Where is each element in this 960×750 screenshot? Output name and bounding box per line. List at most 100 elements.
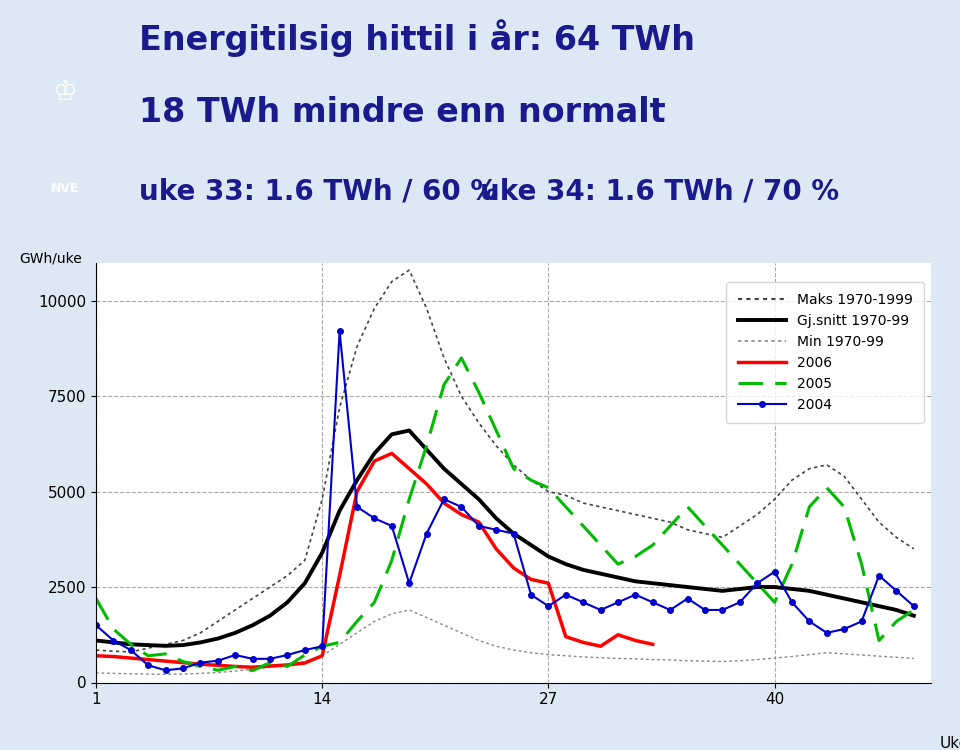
2004 xyxy=(90,621,102,630)
Maks 1970-1999 xyxy=(525,476,537,484)
Min 1970-99 xyxy=(229,667,241,676)
Min 1970-99 xyxy=(159,670,171,679)
Min 1970-99 xyxy=(508,646,519,655)
Min 1970-99 xyxy=(630,654,641,663)
Maks 1970-1999 xyxy=(247,594,258,603)
2004 xyxy=(716,605,728,614)
2004 xyxy=(595,605,607,614)
Maks 1970-1999 xyxy=(334,403,346,412)
Maks 1970-1999 xyxy=(317,495,328,504)
Min 1970-99 xyxy=(838,650,850,658)
2006 xyxy=(456,510,468,519)
Min 1970-99 xyxy=(542,650,554,659)
2006 xyxy=(229,662,241,671)
Min 1970-99 xyxy=(595,653,607,662)
2005 xyxy=(508,464,519,473)
2005 xyxy=(630,552,641,561)
2006 xyxy=(351,487,363,496)
2004 xyxy=(420,529,432,538)
Gj.snitt 1970-99 xyxy=(647,579,659,588)
2006 xyxy=(647,640,659,649)
Text: uke 34: 1.6 TWh / 70 %: uke 34: 1.6 TWh / 70 % xyxy=(480,178,839,206)
2004 xyxy=(769,567,780,576)
Gj.snitt 1970-99 xyxy=(195,638,206,647)
Gj.snitt 1970-99 xyxy=(299,579,310,588)
2004 xyxy=(525,590,537,599)
Gj.snitt 1970-99 xyxy=(734,584,746,593)
2006 xyxy=(125,653,136,662)
Min 1970-99 xyxy=(403,605,415,614)
2004 xyxy=(542,602,554,610)
2006 xyxy=(612,630,624,639)
Min 1970-99 xyxy=(299,657,310,666)
Maks 1970-1999 xyxy=(786,476,798,484)
Gj.snitt 1970-99 xyxy=(473,495,485,504)
Min 1970-99 xyxy=(560,651,571,660)
Gj.snitt 1970-99 xyxy=(786,584,798,593)
2004 xyxy=(491,525,502,534)
2006 xyxy=(299,658,310,668)
2006 xyxy=(369,457,380,466)
2004 xyxy=(247,654,258,663)
2005 xyxy=(491,426,502,435)
Text: 18 TWh mindre enn normalt: 18 TWh mindre enn normalt xyxy=(139,96,666,129)
2005 xyxy=(351,617,363,626)
Maks 1970-1999 xyxy=(682,525,693,534)
2006 xyxy=(595,642,607,651)
Gj.snitt 1970-99 xyxy=(212,634,224,643)
Legend: Maks 1970-1999, Gj.snitt 1970-99, Min 1970-99, 2006, 2005, 2004: Maks 1970-1999, Gj.snitt 1970-99, Min 19… xyxy=(727,282,924,423)
2004 xyxy=(229,650,241,659)
Gj.snitt 1970-99 xyxy=(420,445,432,454)
Line: 2006: 2006 xyxy=(96,454,653,668)
Maks 1970-1999 xyxy=(908,544,920,554)
Maks 1970-1999 xyxy=(595,503,607,512)
Maks 1970-1999 xyxy=(838,472,850,481)
2006 xyxy=(491,544,502,554)
2005 xyxy=(838,503,850,512)
2004 xyxy=(125,646,136,655)
2006 xyxy=(247,663,258,672)
Min 1970-99 xyxy=(804,650,815,659)
Gj.snitt 1970-99 xyxy=(247,621,258,630)
Min 1970-99 xyxy=(664,656,676,664)
Min 1970-99 xyxy=(351,628,363,638)
Maks 1970-1999 xyxy=(108,646,119,656)
2006 xyxy=(264,662,276,670)
2004 xyxy=(351,503,363,512)
2006 xyxy=(560,632,571,641)
2005 xyxy=(612,560,624,568)
Min 1970-99 xyxy=(142,670,154,679)
Gj.snitt 1970-99 xyxy=(142,640,154,650)
2004 xyxy=(821,628,832,638)
2004 xyxy=(630,590,641,599)
2004 xyxy=(334,327,346,336)
2005 xyxy=(247,666,258,675)
2006 xyxy=(178,658,189,668)
2006 xyxy=(508,563,519,572)
2005 xyxy=(647,541,659,550)
Min 1970-99 xyxy=(247,664,258,674)
2004 xyxy=(508,529,519,538)
Line: 2004: 2004 xyxy=(93,328,917,673)
Maks 1970-1999 xyxy=(577,499,588,508)
Maks 1970-1999 xyxy=(716,533,728,542)
Maks 1970-1999 xyxy=(229,605,241,614)
Gj.snitt 1970-99 xyxy=(542,552,554,561)
2004 xyxy=(195,658,206,668)
2005 xyxy=(369,598,380,607)
2004 xyxy=(838,625,850,634)
2005 xyxy=(159,650,171,658)
Gj.snitt 1970-99 xyxy=(630,577,641,586)
2005 xyxy=(229,662,241,671)
Gj.snitt 1970-99 xyxy=(159,641,171,650)
Min 1970-99 xyxy=(281,661,293,670)
Maks 1970-1999 xyxy=(891,533,902,542)
2006 xyxy=(386,449,397,458)
2004 xyxy=(299,646,310,655)
2004 xyxy=(560,590,571,599)
Min 1970-99 xyxy=(734,656,746,665)
Maks 1970-1999 xyxy=(647,514,659,523)
Maks 1970-1999 xyxy=(456,392,468,400)
Gj.snitt 1970-99 xyxy=(891,605,902,614)
Maks 1970-1999 xyxy=(403,266,415,274)
